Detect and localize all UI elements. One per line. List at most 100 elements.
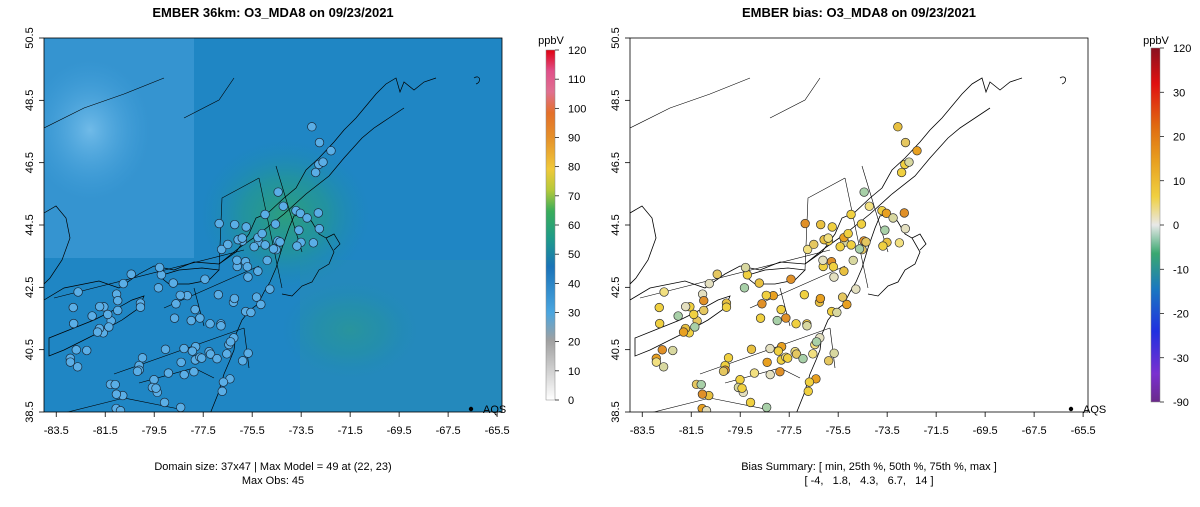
colorbar-tick-label: 0 xyxy=(568,395,574,407)
model-field-plume xyxy=(280,280,420,380)
bias-site-marker xyxy=(737,383,747,393)
bias-site-marker xyxy=(808,349,818,359)
state-border xyxy=(749,265,846,309)
model-field-max-area xyxy=(200,140,370,290)
y-tick-label: 40.5 xyxy=(24,339,36,360)
obs-site-marker xyxy=(187,346,198,356)
left-title: EMBER 36km: O3_MDA8 on 09/23/2021 xyxy=(152,5,393,20)
obs-site-marker xyxy=(126,269,136,279)
obs-site-marker xyxy=(294,225,304,235)
bias-site-marker xyxy=(888,213,898,223)
obs-site-marker xyxy=(310,167,321,178)
x-tick: -77.5 xyxy=(777,412,802,437)
obs-site-marker xyxy=(137,353,148,363)
y-tick: 38.5 xyxy=(24,401,44,423)
bias-site-marker xyxy=(837,292,848,302)
bias-site-marker xyxy=(783,353,793,363)
obs-site-marker xyxy=(103,309,113,320)
y-tick-label: 48.5 xyxy=(610,90,622,111)
x-tick: -67.5 xyxy=(436,412,461,437)
state-border xyxy=(163,265,260,309)
bias-site-marker xyxy=(696,379,706,390)
obs-site-marker xyxy=(179,343,189,354)
island-outline xyxy=(473,76,480,85)
bias-site-marker xyxy=(896,167,907,178)
bias-site-marker xyxy=(802,321,812,331)
y-tick-label: 50.5 xyxy=(610,27,622,48)
y-tick: 44.5 xyxy=(610,214,630,236)
bias-site-marker xyxy=(828,262,839,272)
coastline xyxy=(44,77,437,301)
bias-site-marker xyxy=(811,337,822,347)
obs-site-marker xyxy=(213,290,224,300)
x-tick-label: -79.5 xyxy=(728,425,753,437)
obs-site-marker xyxy=(171,299,181,309)
obs-site-marker xyxy=(237,233,247,243)
bias-site-marker xyxy=(912,146,922,156)
obs-site-marker xyxy=(205,319,215,329)
bias-site-marker xyxy=(735,375,745,385)
obs-site-marker xyxy=(195,313,205,323)
obs-site-marker xyxy=(72,362,83,372)
colorbar-tick-label: 100 xyxy=(568,103,586,115)
state-border xyxy=(275,165,303,253)
bias-site-marker xyxy=(827,222,837,232)
obs-site-marker xyxy=(69,318,79,329)
bias-site-marker xyxy=(824,356,834,366)
state-border xyxy=(44,77,165,129)
x-tick-label: -65.5 xyxy=(1071,425,1096,437)
colorbar-tick-label: 10 xyxy=(1173,176,1185,188)
bias-site-marker xyxy=(721,302,732,312)
bias-site-marker xyxy=(835,242,845,252)
x-tick-label: -83.5 xyxy=(44,425,69,437)
lake-huron-outline xyxy=(630,205,657,285)
bias-site-marker xyxy=(900,224,910,234)
colorbar-tick: -90 xyxy=(1160,397,1189,409)
y-tick: 46.5 xyxy=(24,152,44,173)
colorbar-tick-label: 50 xyxy=(568,249,580,261)
x-tick: -75.5 xyxy=(826,412,851,437)
bias-site-marker xyxy=(740,262,751,273)
colorbar-tick-label: -90 xyxy=(1173,397,1189,409)
bias-site-marker xyxy=(859,187,869,197)
obs-site-marker xyxy=(149,375,159,385)
y-tick-label: 38.5 xyxy=(610,401,622,422)
colorbar-tick: 90 xyxy=(555,133,580,145)
y-tick: 40.5 xyxy=(24,339,44,360)
obs-site-marker xyxy=(278,201,288,211)
obs-site-marker xyxy=(238,356,248,366)
obs-site-marker xyxy=(275,237,285,247)
obs-site-marker xyxy=(68,302,78,313)
obs-site-marker xyxy=(132,366,143,376)
bias-site-marker xyxy=(786,274,796,284)
right-colorbar xyxy=(1150,47,1161,403)
state-border xyxy=(829,327,836,369)
bias-site-marker xyxy=(671,416,680,425)
obs-site-marker xyxy=(326,146,336,156)
y-tick-label: 44.5 xyxy=(610,214,622,235)
obs-site-marker xyxy=(111,389,122,399)
obs-site-marker xyxy=(151,383,161,393)
bias-site-marker xyxy=(659,287,669,297)
bias-site-marker xyxy=(815,293,826,304)
bias-site-marker xyxy=(823,233,833,243)
obs-site-marker xyxy=(217,386,227,396)
obs-site-marker xyxy=(92,327,103,337)
x-tick: -81.5 xyxy=(93,412,118,437)
obs-site-marker xyxy=(71,345,81,355)
obs-site-marker xyxy=(225,337,236,347)
cape-cod-outline xyxy=(911,233,927,251)
x-tick: -65.5 xyxy=(485,412,510,437)
bias-site-marker xyxy=(829,272,839,282)
left-colorbar-ticks: 0 10 20 30 40 50 60 70 80 90 100 110 120 xyxy=(555,45,586,407)
colorbar-tick: 100 xyxy=(555,103,586,115)
st-lawrence-outline xyxy=(218,107,405,265)
x-tick: -83.5 xyxy=(44,412,69,437)
y-tick: 46.5 xyxy=(610,152,630,173)
x-tick: -81.5 xyxy=(679,412,704,437)
obs-site-marker xyxy=(230,219,240,230)
colorbar-tick: 120 xyxy=(555,45,586,57)
colorbar-tick: 20 xyxy=(1160,132,1185,144)
right-aqs-legend-dot xyxy=(1068,406,1074,412)
bias-site-marker xyxy=(843,228,853,239)
